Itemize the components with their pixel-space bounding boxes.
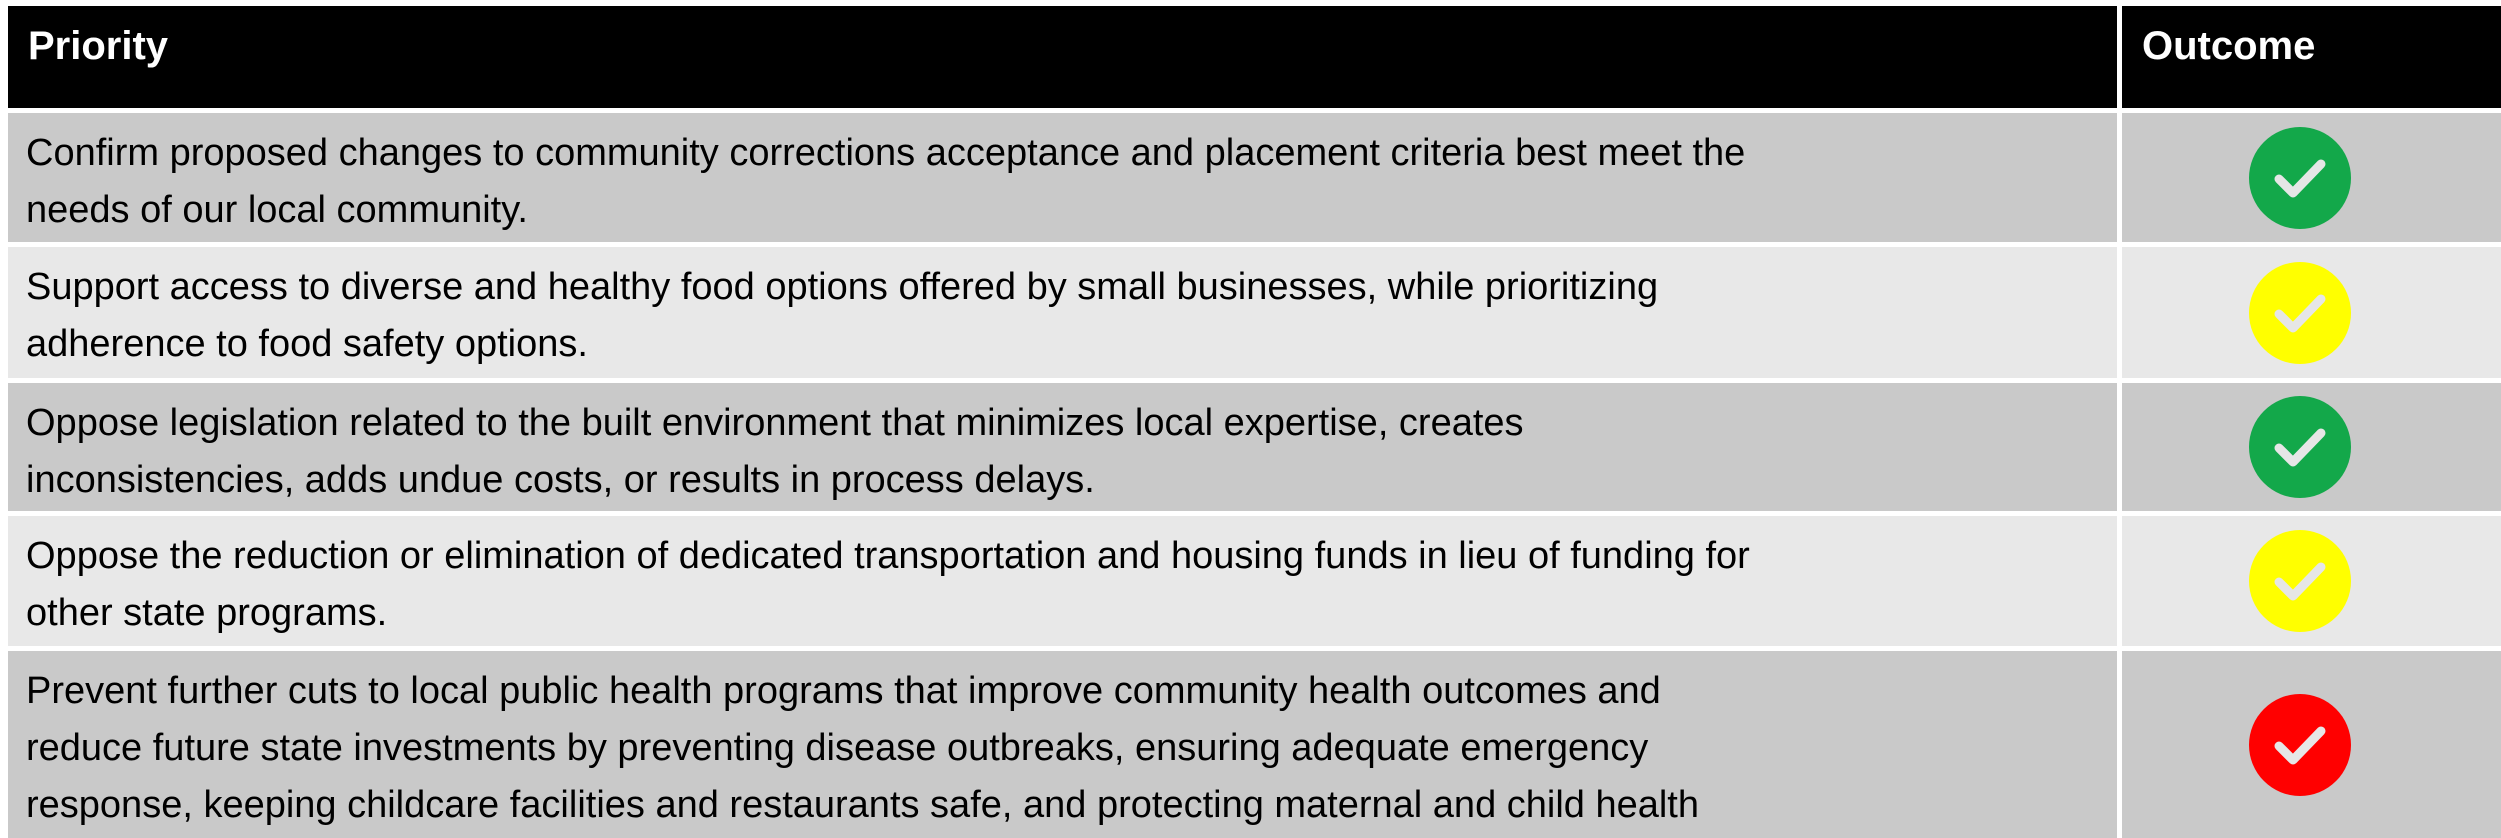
priority-cell: Prevent further cuts to local public hea…	[8, 651, 2117, 838]
priority-line: inconsistencies, adds undue costs, or re…	[26, 459, 1095, 501]
priority-line: Oppose legislation related to the built …	[26, 402, 1524, 444]
priority-line: Confirm proposed changes to community co…	[26, 132, 1746, 174]
outcome-icon	[2248, 261, 2351, 364]
priority-line: reduce future state investments by preve…	[26, 727, 1649, 769]
priority-line: adherence to food safety options.	[26, 323, 588, 365]
outcome-cell	[2122, 113, 2501, 242]
priority-line: Oppose the reduction or elimination of d…	[26, 535, 1750, 577]
outcome-icon	[2248, 530, 2351, 632]
outcome-cell	[2122, 651, 2501, 838]
check-mark	[2274, 159, 2325, 197]
header-cell: Priority	[8, 6, 2117, 108]
priority-cell: Confirm proposed changes to community co…	[8, 113, 2117, 242]
check-mark	[2274, 562, 2325, 601]
outcome-cell	[2122, 383, 2501, 511]
status-circle	[2248, 693, 2351, 796]
priority-line: other state programs.	[26, 592, 388, 634]
check-mark	[2274, 294, 2325, 332]
priority-table: Priority Outcome Confirm proposed change…	[8, 6, 2501, 838]
status-circle	[2248, 126, 2351, 229]
outcome-cell	[2122, 516, 2501, 646]
status-circle	[2248, 261, 2351, 364]
outcome-icon	[2248, 396, 2351, 498]
priority-cell: Oppose legislation related to the built …	[8, 383, 2117, 511]
priority-cell: Oppose the reduction or elimination of d…	[8, 516, 2117, 646]
priority-cell: Support access to diverse and healthy fo…	[8, 247, 2117, 378]
priority-line: Prevent further cuts to local public hea…	[26, 670, 1661, 712]
status-circle	[2248, 530, 2351, 632]
priority-line: response, keeping childcare facilities a…	[26, 784, 1700, 826]
header-cell: Outcome	[2122, 6, 2501, 108]
check-mark	[2274, 726, 2325, 764]
outcome-icon	[2248, 126, 2351, 229]
check-mark	[2274, 428, 2325, 467]
priority-line: Support access to diverse and healthy fo…	[26, 266, 1659, 308]
status-circle	[2248, 396, 2351, 498]
priority-line: needs of our local community.	[26, 189, 528, 231]
outcome-cell	[2122, 247, 2501, 378]
outcome-icon	[2248, 693, 2351, 796]
